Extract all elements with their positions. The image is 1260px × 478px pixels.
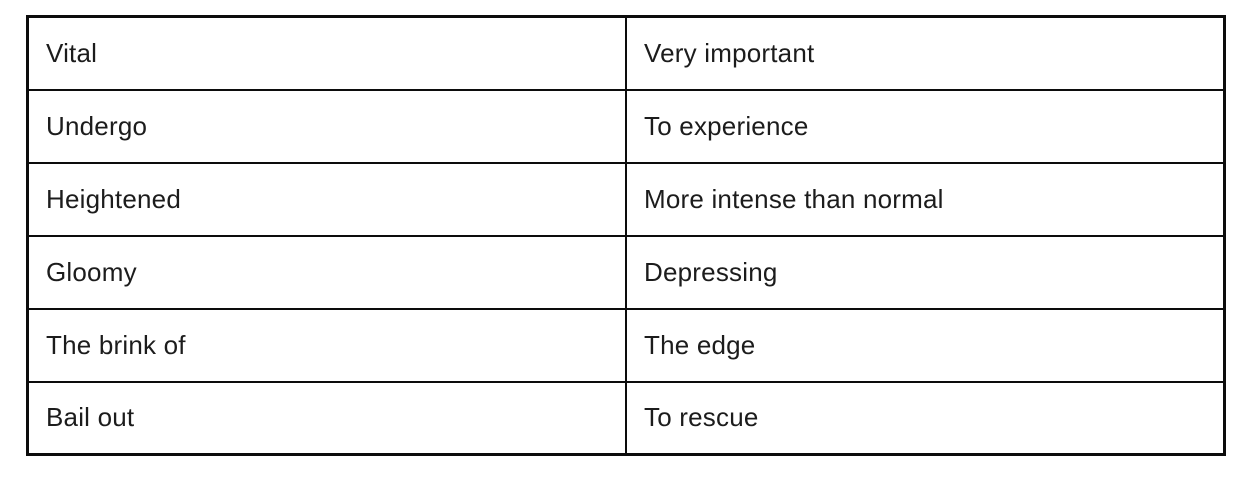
table-row: Gloomy Depressing [26,234,1226,310]
definition-cell: The edge [625,307,1226,383]
definition-cell: More intense than normal [625,161,1226,237]
definition-cell: To rescue [625,380,1226,456]
table-row: Bail out To rescue [26,380,1226,456]
definition-cell: Very important [625,15,1226,91]
table-row: The brink of The edge [26,307,1226,383]
term-cell: Undergo [26,88,627,164]
definition-cell: To experience [625,88,1226,164]
definition-cell: Depressing [625,234,1226,310]
term-cell: Heightened [26,161,627,237]
vocabulary-table: Vital Very important Undergo To experien… [26,15,1226,456]
term-cell: Vital [26,15,627,91]
vocabulary-table-body: Vital Very important Undergo To experien… [26,15,1226,456]
term-cell: Gloomy [26,234,627,310]
table-row: Vital Very important [26,15,1226,91]
table-row: Heightened More intense than normal [26,161,1226,237]
term-cell: The brink of [26,307,627,383]
table-row: Undergo To experience [26,88,1226,164]
term-cell: Bail out [26,380,627,456]
